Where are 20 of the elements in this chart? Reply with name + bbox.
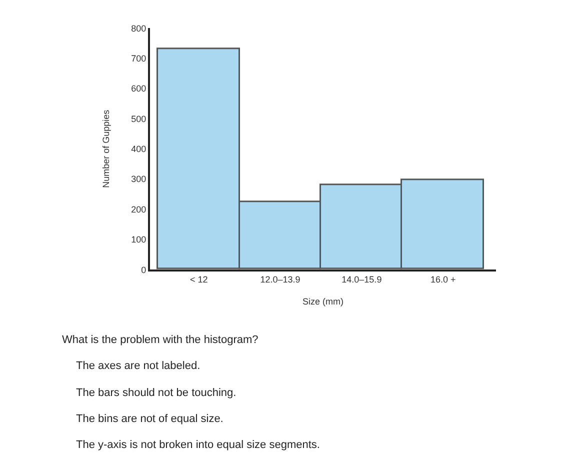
text: The y-axis is not broken into equal size segments. xyxy=(76,439,320,451)
x-tick-label: 14.0–15.9 xyxy=(342,274,382,284)
y-axis-title: Number of Guppies xyxy=(101,109,112,188)
y-tick-label: 500 xyxy=(131,114,146,124)
x-tick-label: 12.0–13.9 xyxy=(260,274,300,284)
y-tick-label: 600 xyxy=(131,84,146,94)
text: What is the problem with the histogram? xyxy=(62,334,258,346)
x-axis-title: Size (mm) xyxy=(302,296,344,307)
text: The axes are not labeled. xyxy=(76,360,200,372)
y-tick-label: 400 xyxy=(131,144,146,154)
text: The bins are not of equal size. xyxy=(76,413,224,425)
y-tick-label: 100 xyxy=(131,234,146,245)
y-tick-label: 700 xyxy=(131,54,146,64)
text: The bars should not be touching. xyxy=(76,387,236,399)
x-tick-label: 16.0 + xyxy=(430,274,456,284)
x-tick-label: < 12 xyxy=(190,274,208,284)
y-tick-label: 0 xyxy=(141,264,146,275)
y-tick-label: 800 xyxy=(131,23,146,34)
y-tick-label: 300 xyxy=(131,174,146,184)
y-tick-label: 200 xyxy=(131,204,146,214)
